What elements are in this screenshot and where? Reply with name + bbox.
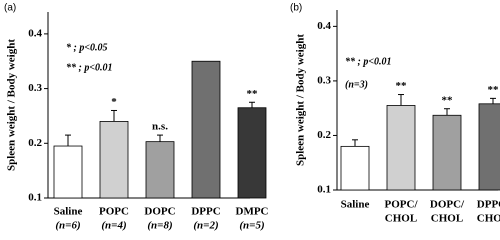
x-tick-label: DPPC (191, 206, 220, 218)
x-tick-label: POPC (99, 206, 129, 218)
x-tick-note: (n=2) (193, 220, 218, 232)
panel-label: (a) (4, 3, 16, 14)
y-tick-label: 0.3 (317, 74, 331, 86)
y-tick-label: 0.1 (28, 192, 42, 204)
bar (432, 114, 462, 191)
annotation: ** (488, 84, 500, 96)
y-tick-label: 0.1 (317, 184, 331, 196)
x-tick-label: DPPC/ (477, 199, 500, 211)
y-tick-label: 0.2 (317, 129, 331, 141)
bar (191, 60, 221, 199)
x-tick-label: DMPC (236, 206, 269, 218)
y-axis-label: Spleen weight / Body weight (6, 39, 18, 171)
x-tick-note: (n=4) (101, 220, 126, 232)
panel-label: (b) (290, 3, 302, 14)
x-tick-label: POPC/ (385, 199, 419, 211)
significance-note: * ; p<0.05 (66, 42, 108, 53)
x-tick-label: CHOL (385, 213, 417, 225)
y-tick-label: 0.4 (317, 20, 331, 32)
significance-note: (n=3) (345, 79, 368, 90)
x-tick-label: CHOL (477, 213, 500, 225)
annotation: ** (396, 80, 408, 92)
figure: (a) Spleen weight / Body weight 0.1 0.2 0.3 0… (4, 3, 500, 232)
bar (99, 121, 129, 199)
x-tick-note: (n=5) (239, 220, 264, 232)
x-tick-note: (n=6) (55, 220, 80, 232)
annotation: * (111, 96, 117, 108)
bar (53, 145, 83, 199)
x-tick-note: (n=8) (147, 220, 172, 232)
x-tick-label: DOPC/ (430, 199, 465, 211)
bar (340, 145, 370, 191)
bar (386, 105, 416, 191)
y-tick-label: 0.2 (28, 137, 42, 149)
x-tick-label: Saline (341, 199, 370, 211)
annotation: ** (442, 94, 454, 106)
y-tick-label: 0.4 (28, 27, 42, 39)
bar (145, 141, 175, 199)
bar (478, 103, 500, 191)
x-tick-label: Saline (54, 206, 83, 218)
significance-note: ** ; p<0.01 (66, 62, 113, 73)
y-axis-label: Spleen weight / Body weight (295, 34, 307, 166)
x-tick-label: CHOL (431, 213, 463, 225)
annotation: n.s. (152, 121, 168, 133)
significance-note: ** ; p<0.01 (345, 56, 392, 67)
annotation: ** (247, 88, 259, 100)
y-tick-label: 0.3 (28, 82, 42, 94)
x-tick-label: DOPC (144, 206, 175, 218)
bar (237, 107, 267, 199)
